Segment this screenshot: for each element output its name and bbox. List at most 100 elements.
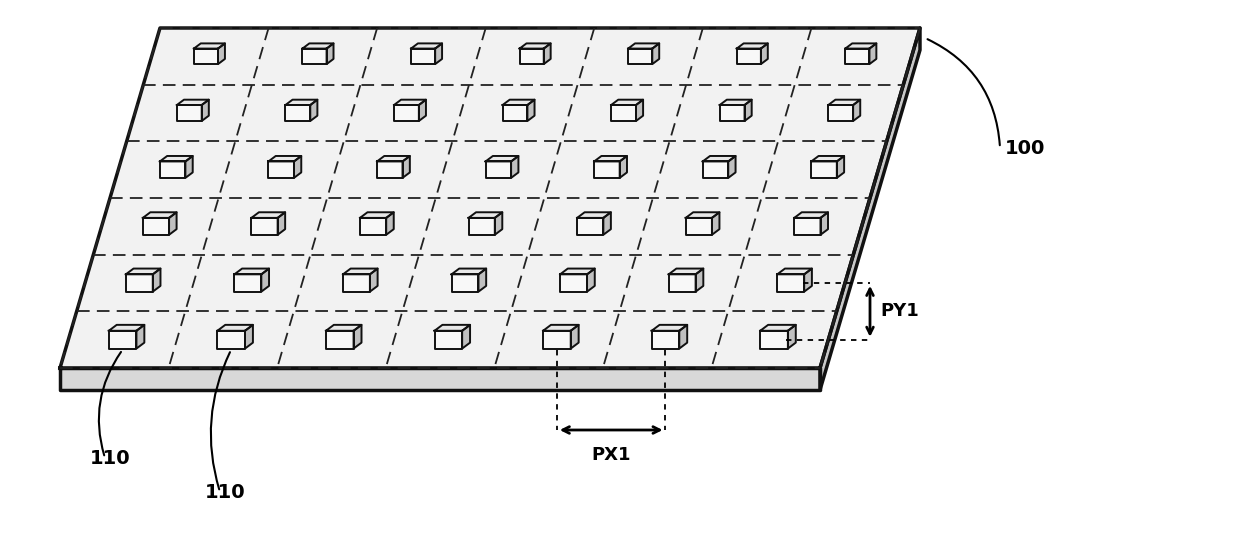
Polygon shape [744, 100, 751, 121]
Polygon shape [728, 156, 735, 178]
Polygon shape [629, 48, 652, 64]
Polygon shape [520, 48, 544, 64]
Polygon shape [737, 48, 761, 64]
Polygon shape [486, 156, 518, 161]
Polygon shape [543, 331, 570, 349]
Polygon shape [719, 105, 744, 121]
Polygon shape [234, 268, 269, 274]
Polygon shape [463, 325, 470, 349]
Polygon shape [294, 156, 301, 178]
Polygon shape [343, 268, 378, 274]
Polygon shape [846, 48, 869, 64]
Polygon shape [837, 156, 844, 178]
Polygon shape [469, 213, 502, 218]
Polygon shape [520, 44, 551, 48]
Polygon shape [193, 44, 224, 48]
Polygon shape [636, 100, 644, 121]
Polygon shape [811, 161, 837, 178]
Polygon shape [451, 274, 479, 292]
Polygon shape [202, 100, 208, 121]
Polygon shape [686, 213, 719, 218]
Polygon shape [353, 325, 362, 349]
Polygon shape [326, 44, 334, 64]
Polygon shape [125, 274, 153, 292]
Polygon shape [795, 218, 821, 235]
Polygon shape [360, 213, 394, 218]
Polygon shape [360, 218, 386, 235]
Polygon shape [511, 156, 518, 178]
Polygon shape [386, 213, 394, 235]
Text: PX1: PX1 [591, 446, 631, 464]
Polygon shape [828, 100, 861, 105]
Polygon shape [153, 268, 160, 292]
Polygon shape [495, 213, 502, 235]
Polygon shape [577, 218, 604, 235]
Polygon shape [703, 156, 735, 161]
Polygon shape [177, 100, 208, 105]
Polygon shape [177, 105, 202, 121]
Polygon shape [186, 156, 192, 178]
Polygon shape [136, 325, 144, 349]
Polygon shape [502, 105, 527, 121]
Polygon shape [193, 48, 218, 64]
Polygon shape [760, 331, 787, 349]
Polygon shape [502, 100, 534, 105]
Polygon shape [604, 213, 611, 235]
Polygon shape [252, 213, 285, 218]
Text: 110: 110 [91, 449, 130, 468]
Text: PY1: PY1 [880, 302, 919, 320]
Polygon shape [326, 331, 353, 349]
Polygon shape [343, 274, 370, 292]
Polygon shape [268, 161, 294, 178]
Polygon shape [686, 218, 712, 235]
Polygon shape [109, 331, 136, 349]
Polygon shape [543, 325, 579, 331]
Polygon shape [246, 325, 253, 349]
Polygon shape [696, 268, 703, 292]
Polygon shape [109, 325, 144, 331]
Polygon shape [611, 105, 636, 121]
Polygon shape [821, 213, 828, 235]
Polygon shape [326, 325, 362, 331]
Polygon shape [620, 156, 627, 178]
Polygon shape [252, 218, 278, 235]
Polygon shape [160, 161, 186, 178]
Polygon shape [434, 325, 470, 331]
Polygon shape [560, 274, 587, 292]
Polygon shape [846, 44, 877, 48]
Polygon shape [60, 28, 920, 368]
Polygon shape [303, 48, 326, 64]
Polygon shape [853, 100, 861, 121]
Polygon shape [435, 44, 443, 64]
Polygon shape [869, 44, 877, 64]
Polygon shape [218, 44, 224, 64]
Polygon shape [587, 268, 595, 292]
Polygon shape [570, 325, 579, 349]
Polygon shape [560, 268, 595, 274]
Polygon shape [370, 268, 378, 292]
Polygon shape [668, 274, 696, 292]
Polygon shape [285, 100, 317, 105]
Polygon shape [469, 218, 495, 235]
Polygon shape [310, 100, 317, 121]
Polygon shape [451, 268, 486, 274]
Text: 110: 110 [205, 483, 246, 501]
Polygon shape [544, 44, 551, 64]
Polygon shape [787, 325, 796, 349]
Polygon shape [719, 100, 751, 105]
Polygon shape [394, 105, 419, 121]
Polygon shape [285, 105, 310, 121]
Polygon shape [410, 48, 435, 64]
Polygon shape [169, 213, 176, 235]
Polygon shape [577, 213, 611, 218]
Polygon shape [820, 28, 920, 390]
Polygon shape [761, 44, 768, 64]
Polygon shape [143, 213, 176, 218]
Polygon shape [777, 274, 805, 292]
Polygon shape [268, 156, 301, 161]
Polygon shape [125, 268, 160, 274]
Polygon shape [217, 331, 246, 349]
Polygon shape [60, 368, 820, 390]
Polygon shape [594, 161, 620, 178]
Polygon shape [805, 268, 812, 292]
